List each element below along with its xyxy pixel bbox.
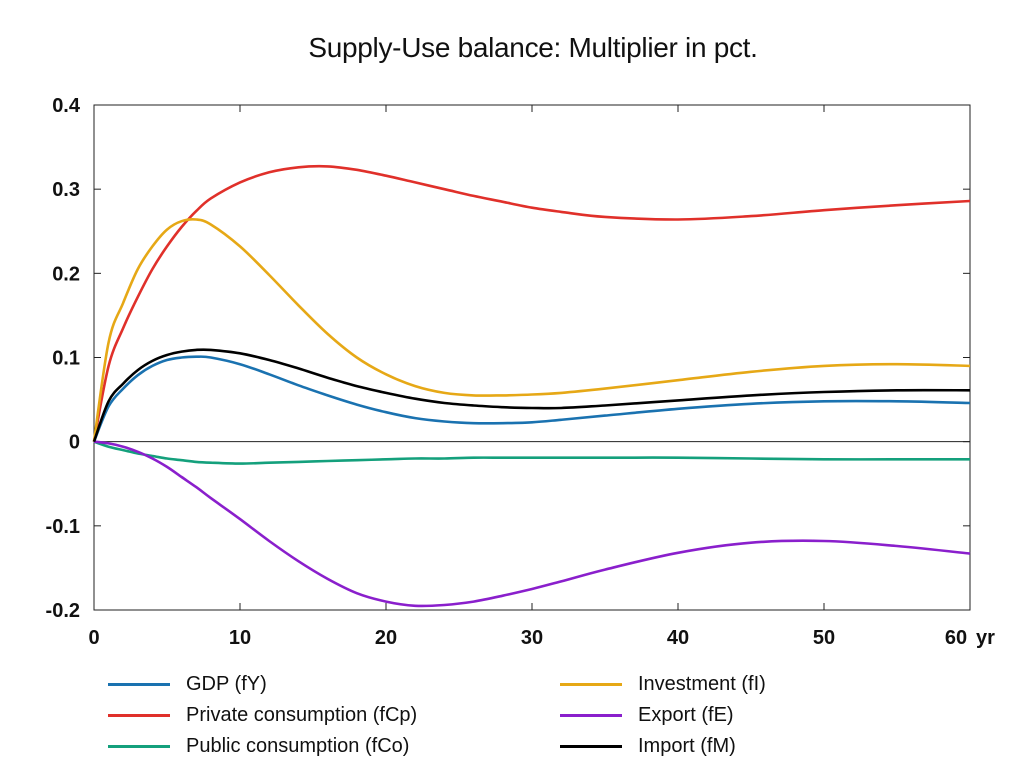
legend-item: Private consumption (fCp) [108,701,417,729]
y-tick-label: 0.2 [52,263,80,285]
legend-swatch [108,682,170,686]
series-line-import-fm [92,348,971,443]
legend-label: Export (fE) [638,703,734,726]
y-tick-label: 0.1 [52,348,80,370]
series-line-gdp-fy [92,355,971,443]
legend-swatch [108,744,170,748]
y-tick-label: -0.2 [46,600,80,622]
x-unit-label: yr [976,627,995,649]
y-tick-label: 0.4 [52,95,81,117]
legend-label: Private consumption (fCp) [186,703,418,726]
y-tick-label: 0 [69,432,80,454]
x-tick-label: 0 [88,627,99,649]
series-line-export-fe [93,440,971,608]
series-line-public-consumption-fco [93,440,970,465]
legend-item: Import (fM) [560,732,736,760]
x-tick-label: 30 [521,627,543,649]
legend-label: Public consumption (fCo) [186,734,410,757]
legend-swatch [560,682,622,686]
series-lines [92,164,971,608]
legend-item: Public consumption (fCo) [108,732,409,760]
legend-item: Investment (fI) [560,670,766,698]
legend-label: Import (fM) [638,734,736,757]
legend-item: GDP (fY) [108,670,267,698]
series-line-private-consumption-fcp [92,164,971,442]
chart-title: Supply-Use balance: Multiplier in pct. [308,32,758,63]
x-tick-label: 60 [945,627,967,649]
y-tick-label: -0.1 [46,516,80,538]
legend-item: Export (fE) [560,701,734,729]
legend-label: Investment (fI) [638,672,766,695]
axis-ticks [93,104,971,611]
x-tick-label: 50 [813,627,835,649]
legend-swatch [560,744,622,748]
x-tick-label: 20 [375,627,397,649]
x-tick-label: 10 [229,627,251,649]
legend-label: GDP (fY) [186,672,267,695]
tick-labels: -0.2 -0.1 0 0.1 0.2 0.3 0.4 0 10 20 30 40 50 60 yr [46,95,996,649]
legend-swatch [108,713,170,717]
x-tick-label: 40 [667,627,689,649]
y-tick-label: 0.3 [52,179,80,201]
legend-swatch [560,713,622,717]
series-line-investment-fi [92,217,971,442]
